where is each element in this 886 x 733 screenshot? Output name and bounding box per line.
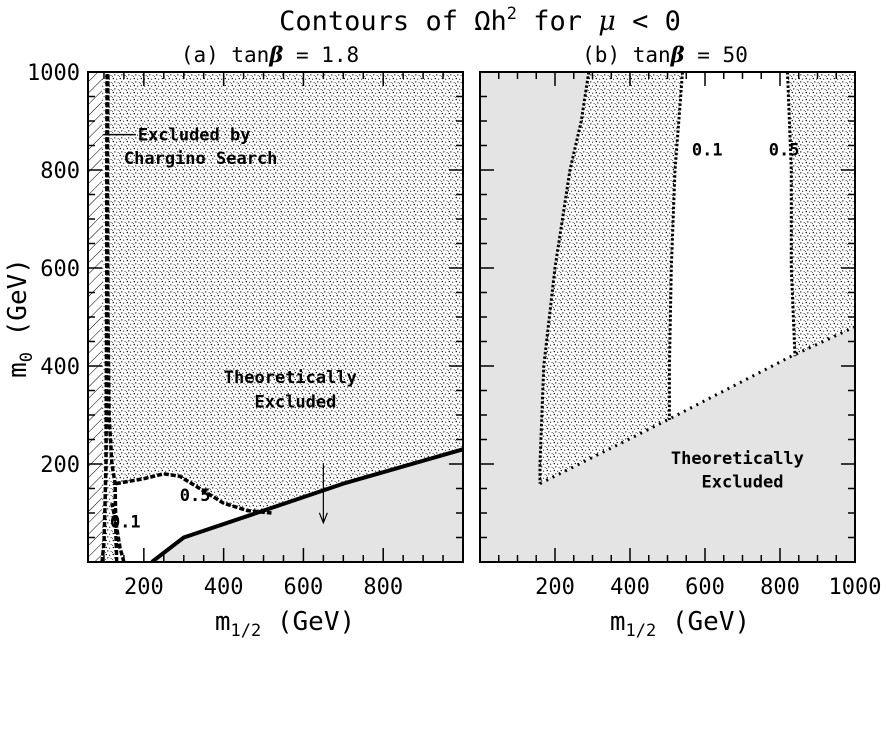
panel-b-contour-boundary-2 [538,72,591,484]
panel-b-xtick-label: 800 [760,575,800,600]
panel-a-contour-label-0.5: 0.5 [180,486,211,506]
panel-a-xtick-label: 800 [363,575,403,600]
panel-a-theory-arrowhead [318,512,328,525]
panel-a-contour-label-0.1: 0.1 [110,513,141,533]
panel-b-xtick-label: 400 [610,575,650,600]
panel-a-xtick-label: 600 [284,575,324,600]
panel-b-xtick-label: 200 [535,575,575,600]
panel-a-ytick-label: 200 [40,453,80,478]
panel-b-xlabel: m1/2 (GeV) [610,607,750,641]
panel-a-allowed-pocket [115,473,264,562]
panel-a: (a) tanβ = 1.8 Excluded by Chargino Sear… [3,42,464,641]
panel-b-theoretically-excluded-region [480,326,855,562]
panel-a-ytick-label: 800 [40,159,80,184]
panel-a-contour-0.1-0 [100,72,109,562]
panel-a-theory-boundary [150,447,463,562]
panel-a-contour-0.1-3 [110,502,126,562]
panel-b-xtick-label: 1000 [829,575,882,600]
panel-a-ytick-label: 400 [40,355,80,380]
panel-b-allowed-band [669,72,795,420]
panel-a-title: (a) tanβ = 1.8 [181,42,359,67]
panel-a-ytick-label: 1000 [27,61,80,86]
panel-a-annotation-theory: Theoretically Excluded [224,368,367,413]
panel-b-contour-label-0.5: 0.5 [769,140,800,160]
panel-b-contour-0.1-0 [667,72,684,420]
panel-a-xtick-label: 400 [204,575,244,600]
panel-a-xlabel: m1/2 (GeV) [215,607,355,641]
panel-a-ytick-label: 600 [40,257,80,282]
panel-a-ylabel: m0 (GeV) [3,258,37,378]
panel-a-xtick-label: 200 [124,575,164,600]
panel-a-theoretically-excluded-region [151,449,463,562]
panel-b-contour-label-0.1: 0.1 [692,140,723,160]
panel-b-annotation-theory: Theoretically Excluded [671,449,814,493]
panel-b: (b) tanβ = 50 0.1 0.5 Theoretically Excl… [479,42,882,641]
panel-b-theory-boundary [539,325,855,485]
panel-b-xtick-label: 600 [685,575,725,600]
panel-a-annotation-chargino: Excluded by Chargino Search [124,126,278,170]
figure-title: Contours of Ωh2 for μ < 0 [279,4,681,37]
panel-b-contour-0.5-1 [786,72,797,357]
panel-b-title: (b) tanβ = 50 [582,42,748,67]
panel-a-contour-0.5-2 [115,472,272,515]
